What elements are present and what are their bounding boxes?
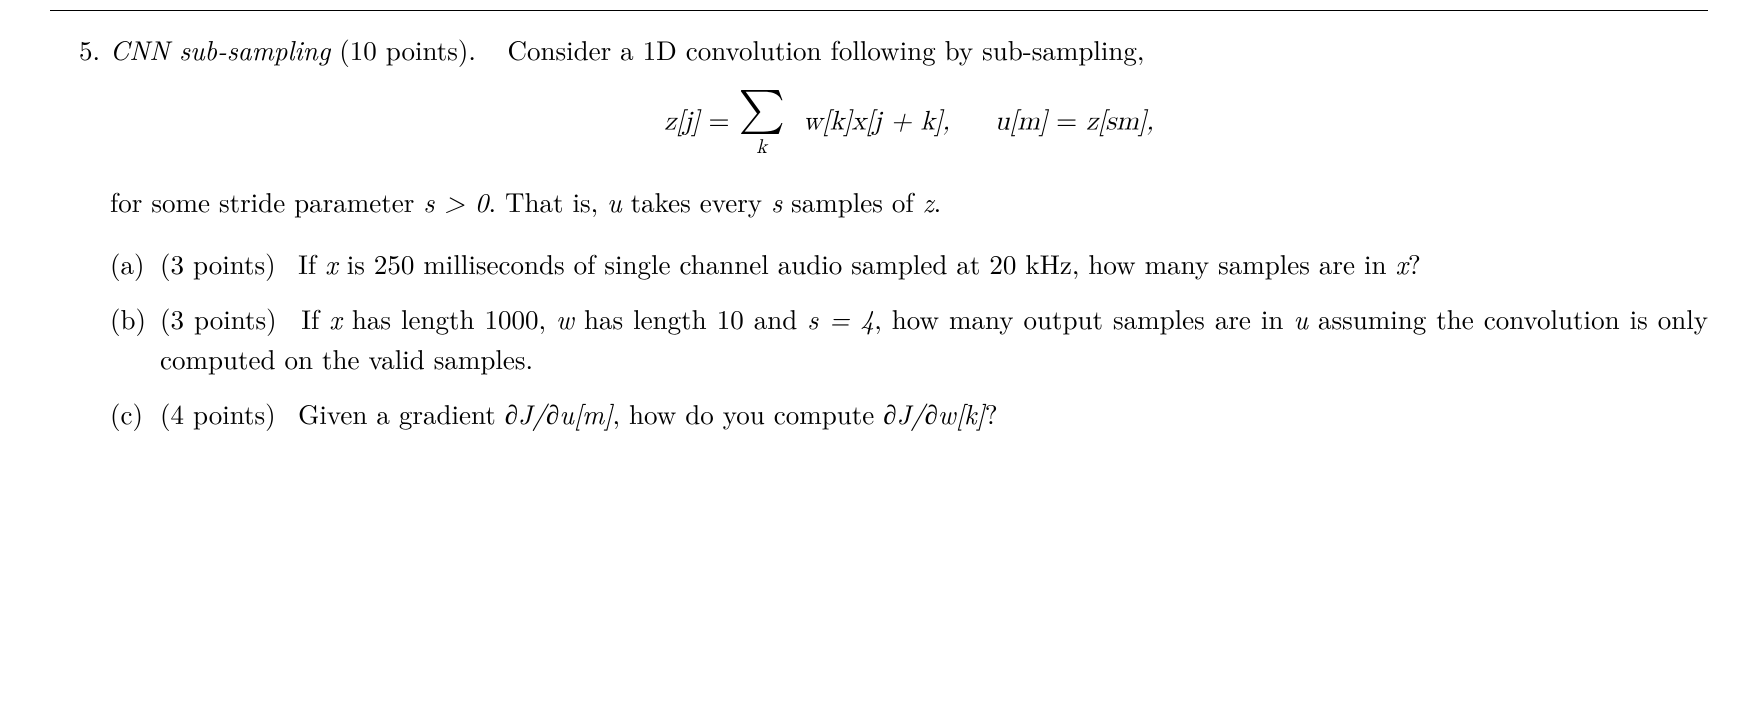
part-b: (b) (3 points) If x has length 1000, w h… <box>110 298 1708 379</box>
part-b-u: u <box>1293 299 1308 337</box>
after-eqn-z: z <box>923 182 934 220</box>
part-c-text: (4 points) Given a gradient ∂J/∂u[m], ho… <box>160 393 1708 434</box>
eqn-lhs1: z[j] <box>664 108 699 135</box>
part-a-label: (a) <box>110 243 160 284</box>
part-b-text: (3 points) If x has length 1000, w has l… <box>160 298 1708 379</box>
problem-title: CNN sub-sampling <box>110 30 330 68</box>
eqn-lhs2: u[m] <box>995 108 1048 135</box>
part-a-points: (3 points) <box>160 244 276 282</box>
part-a-text: (3 points) If x is 250 milliseconds of s… <box>160 243 1708 284</box>
eqn-rhs2: z[sm], <box>1086 108 1154 135</box>
part-c-mid: , how do you compute <box>613 394 884 432</box>
part-b-points: (3 points) <box>160 299 277 337</box>
part-a-pre: If <box>298 244 325 282</box>
after-eqn-sgt0: s > 0 <box>423 182 488 220</box>
part-c-pre: Given a gradient <box>298 394 505 432</box>
problem-intro: Consider a 1D convolution following by s… <box>507 30 1144 68</box>
after-eqn-post2: takes every <box>622 182 771 220</box>
part-a-end: ? <box>1408 244 1421 282</box>
after-eqn-post1: . That is, <box>489 182 608 220</box>
problem-body: CNN sub-sampling (10 points). Consider a… <box>110 29 1708 447</box>
eqn-sum-sub: k <box>756 137 767 157</box>
part-b-pre: If <box>301 299 329 337</box>
part-a-mid: is 250 milliseconds of single channel au… <box>338 244 1396 282</box>
problem-points: (10 points). <box>339 30 476 68</box>
sigma-icon: ∑ <box>738 88 784 132</box>
after-eqn-end: . <box>934 182 942 220</box>
part-c-g2: ∂J/∂w[k] <box>883 394 985 432</box>
eqn-eq2: = <box>1047 108 1086 135</box>
part-c: (c) (4 points) Given a gradient ∂J/∂u[m]… <box>110 393 1708 434</box>
part-b-x: x <box>329 299 342 337</box>
part-b-label: (b) <box>110 298 160 339</box>
equation-block: z[j] = ∑k w[k]x[j + k], u[m] = z[sm], <box>110 88 1708 159</box>
eqn-sum: ∑k <box>738 88 784 159</box>
after-eqn-u: u <box>607 182 622 220</box>
part-c-end: ? <box>985 394 998 432</box>
part-a: (a) (3 points) If x is 250 milliseconds … <box>110 243 1708 284</box>
part-b-t1: has length 1000, <box>342 299 556 337</box>
part-a-x: x <box>325 244 338 282</box>
part-b-w: w <box>556 299 574 337</box>
parts-list: (a) (3 points) If x is 250 milliseconds … <box>110 243 1708 433</box>
after-eqn-post3: samples of <box>782 182 923 220</box>
top-rule <box>50 10 1708 11</box>
part-b-t2: has length 10 and <box>574 299 807 337</box>
page: 5. CNN sub-sampling (10 points). Conside… <box>0 0 1758 477</box>
part-c-g1: ∂J/∂u[m] <box>505 394 613 432</box>
part-c-points: (4 points) <box>160 394 276 432</box>
part-c-label: (c) <box>110 393 160 434</box>
part-b-seq: s = 4 <box>807 299 874 337</box>
after-eqn-s: s <box>771 182 782 220</box>
after-eqn-line: for some stride parameter s > 0. That is… <box>110 181 1708 222</box>
problem-number: 5. <box>50 29 110 70</box>
after-eqn-pre: for some stride parameter <box>110 182 423 220</box>
eqn-eq1: = <box>700 108 739 135</box>
part-a-x2: x <box>1395 244 1408 282</box>
problem-5: 5. CNN sub-sampling (10 points). Conside… <box>50 29 1708 447</box>
part-b-t3: , how many output samples are in <box>874 299 1293 337</box>
eqn-rhs1: w[k]x[j + k], <box>803 108 959 135</box>
